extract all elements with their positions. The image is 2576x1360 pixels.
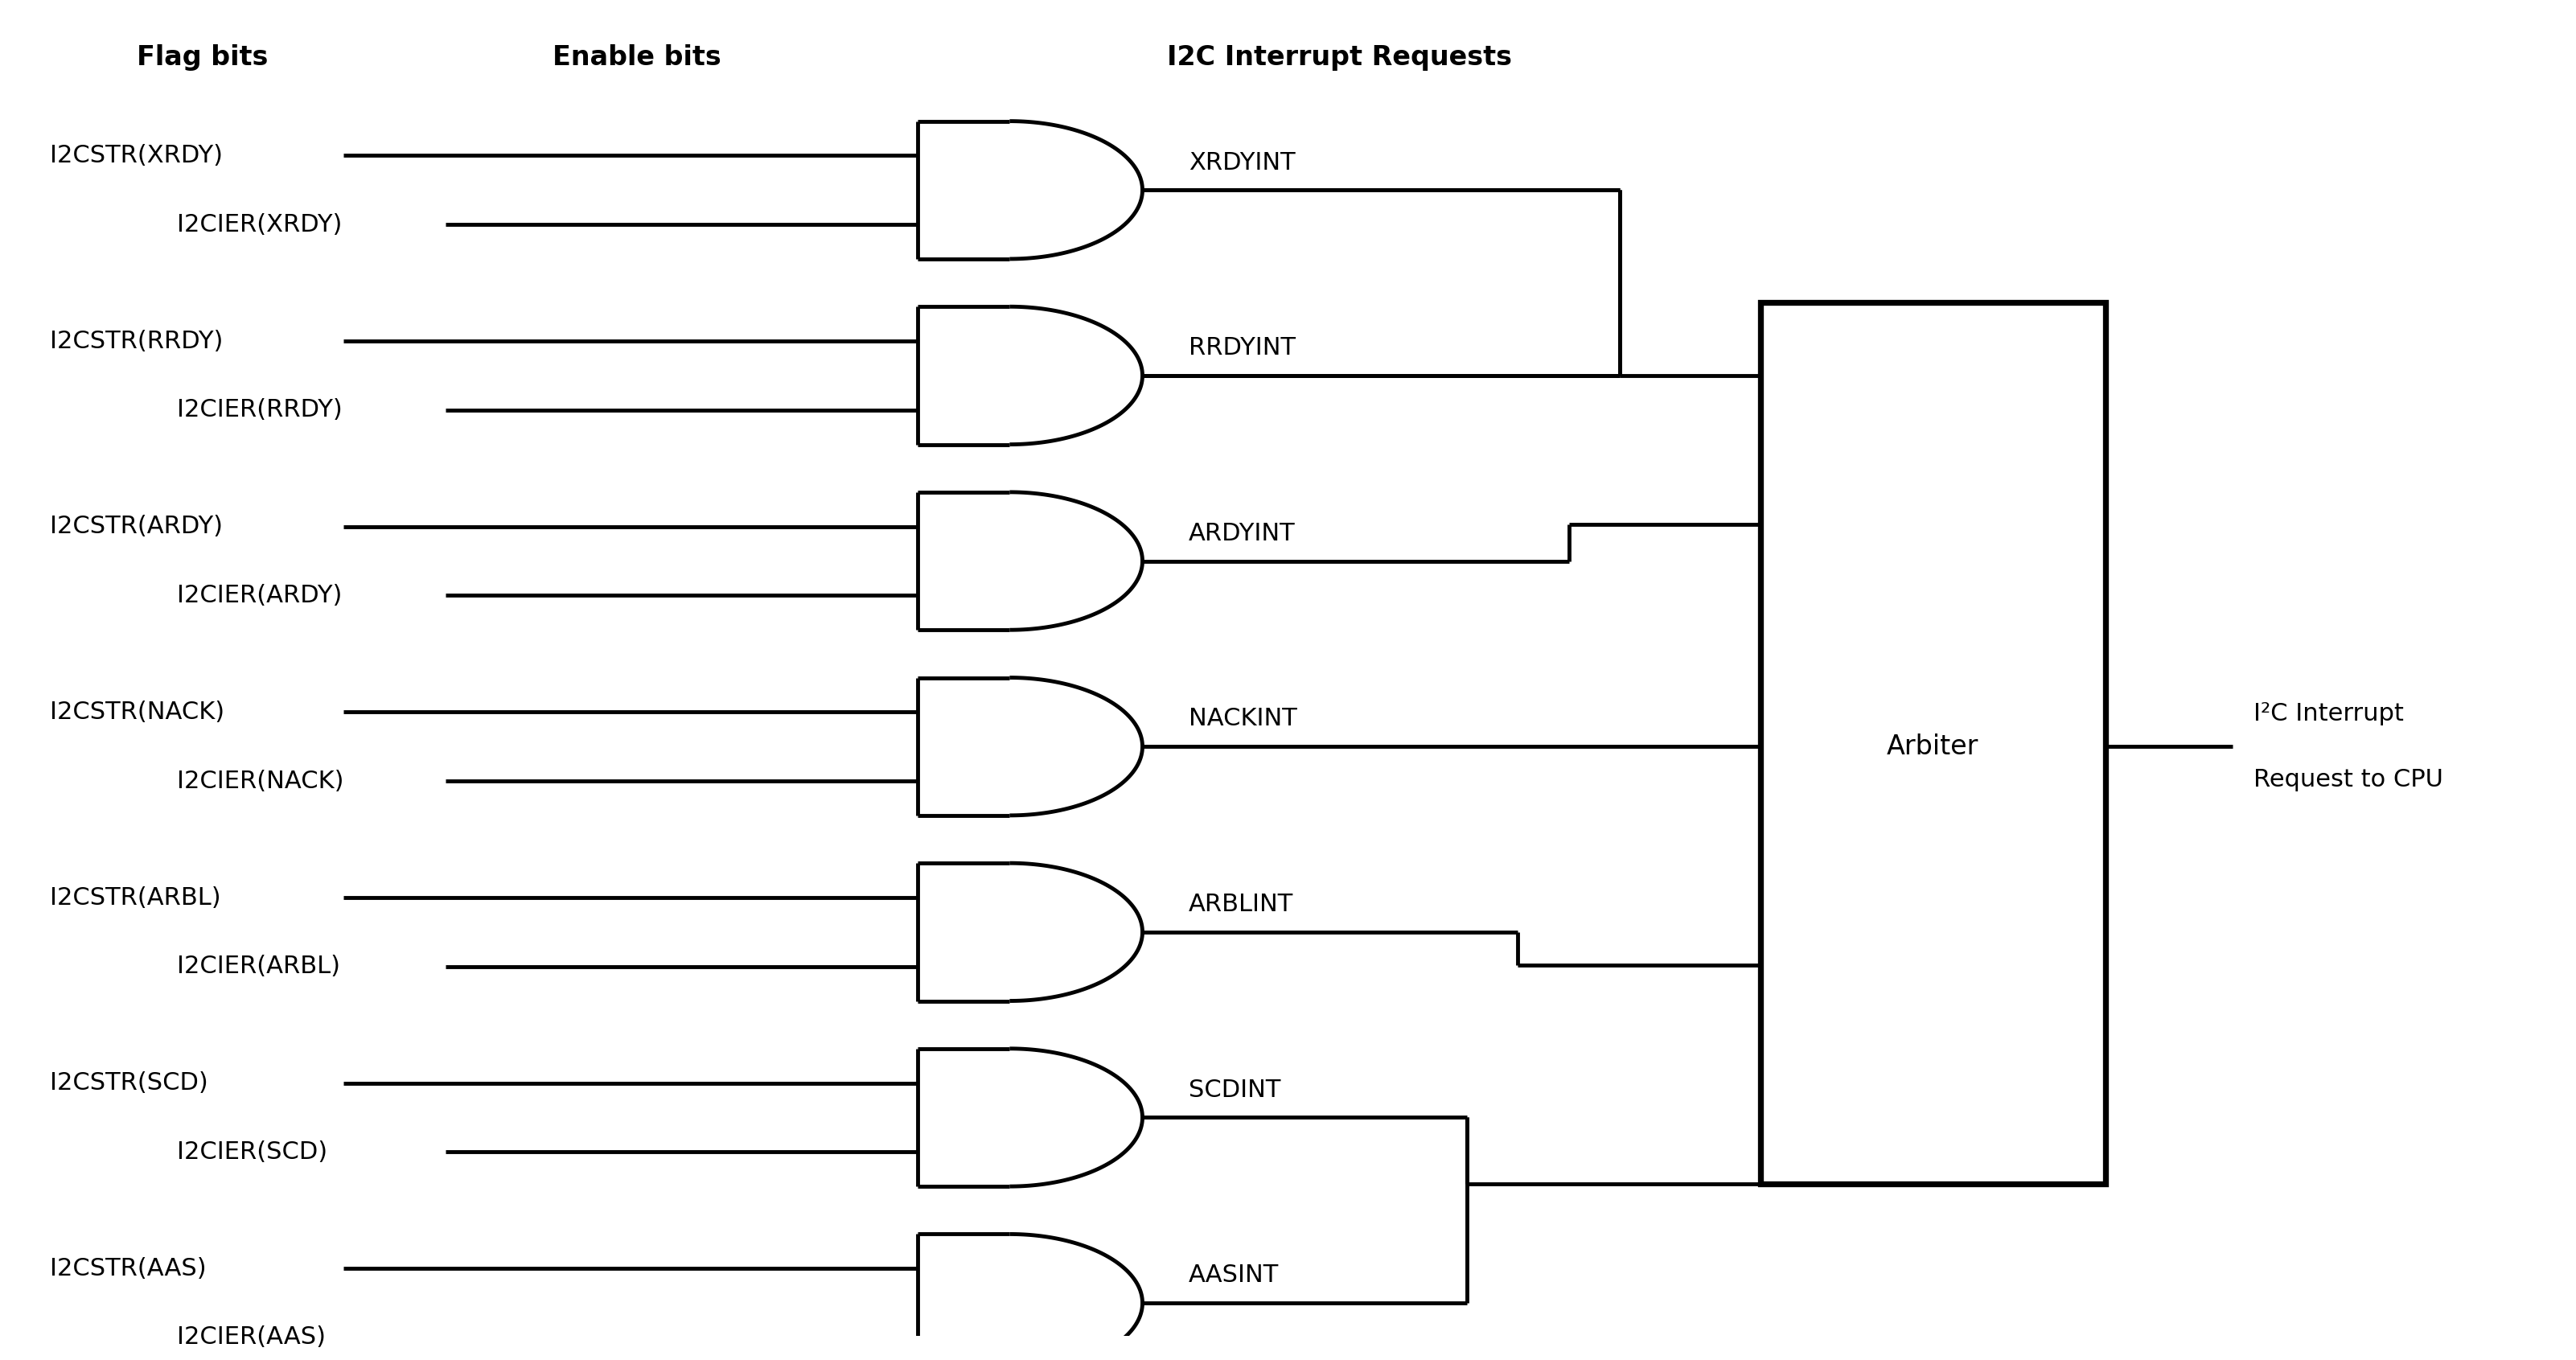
Text: AASINT: AASINT: [1188, 1263, 1278, 1287]
Text: SCDINT: SCDINT: [1188, 1078, 1280, 1102]
Text: XRDYINT: XRDYINT: [1188, 151, 1296, 174]
Text: Flag bits: Flag bits: [137, 45, 268, 71]
Text: I2CIER(RRDY): I2CIER(RRDY): [178, 398, 343, 422]
Text: I2CIER(NACK): I2CIER(NACK): [178, 770, 345, 793]
Text: I2CSTR(AAS): I2CSTR(AAS): [49, 1257, 206, 1280]
Text: I2CSTR(NACK): I2CSTR(NACK): [49, 700, 224, 724]
Text: RRDYINT: RRDYINT: [1188, 336, 1296, 359]
Text: I2CSTR(RRDY): I2CSTR(RRDY): [49, 329, 222, 352]
Text: I2CIER(SCD): I2CIER(SCD): [178, 1140, 327, 1164]
Text: I2CSTR(XRDY): I2CSTR(XRDY): [49, 144, 222, 167]
Text: NACKINT: NACKINT: [1188, 707, 1296, 730]
Text: ARBLINT: ARBLINT: [1188, 892, 1293, 917]
Text: I2CSTR(ARDY): I2CSTR(ARDY): [49, 515, 222, 539]
Text: I2CIER(ARDY): I2CIER(ARDY): [178, 583, 343, 607]
Text: I²C Interrupt: I²C Interrupt: [2254, 702, 2403, 725]
Text: Request to CPU: Request to CPU: [2254, 768, 2442, 792]
Text: Arbiter: Arbiter: [1886, 733, 1978, 760]
Text: I2C Interrupt Requests: I2C Interrupt Requests: [1167, 45, 1512, 71]
Text: I2CIER(ARBL): I2CIER(ARBL): [178, 955, 340, 978]
Text: I2CIER(AAS): I2CIER(AAS): [178, 1326, 327, 1349]
Text: I2CSTR(ARBL): I2CSTR(ARBL): [49, 885, 222, 910]
Text: I2CIER(XRDY): I2CIER(XRDY): [178, 212, 343, 237]
Text: ARDYINT: ARDYINT: [1188, 522, 1296, 545]
Text: Enable bits: Enable bits: [551, 45, 721, 71]
FancyBboxPatch shape: [1759, 303, 2105, 1183]
Text: I2CSTR(SCD): I2CSTR(SCD): [49, 1072, 209, 1095]
